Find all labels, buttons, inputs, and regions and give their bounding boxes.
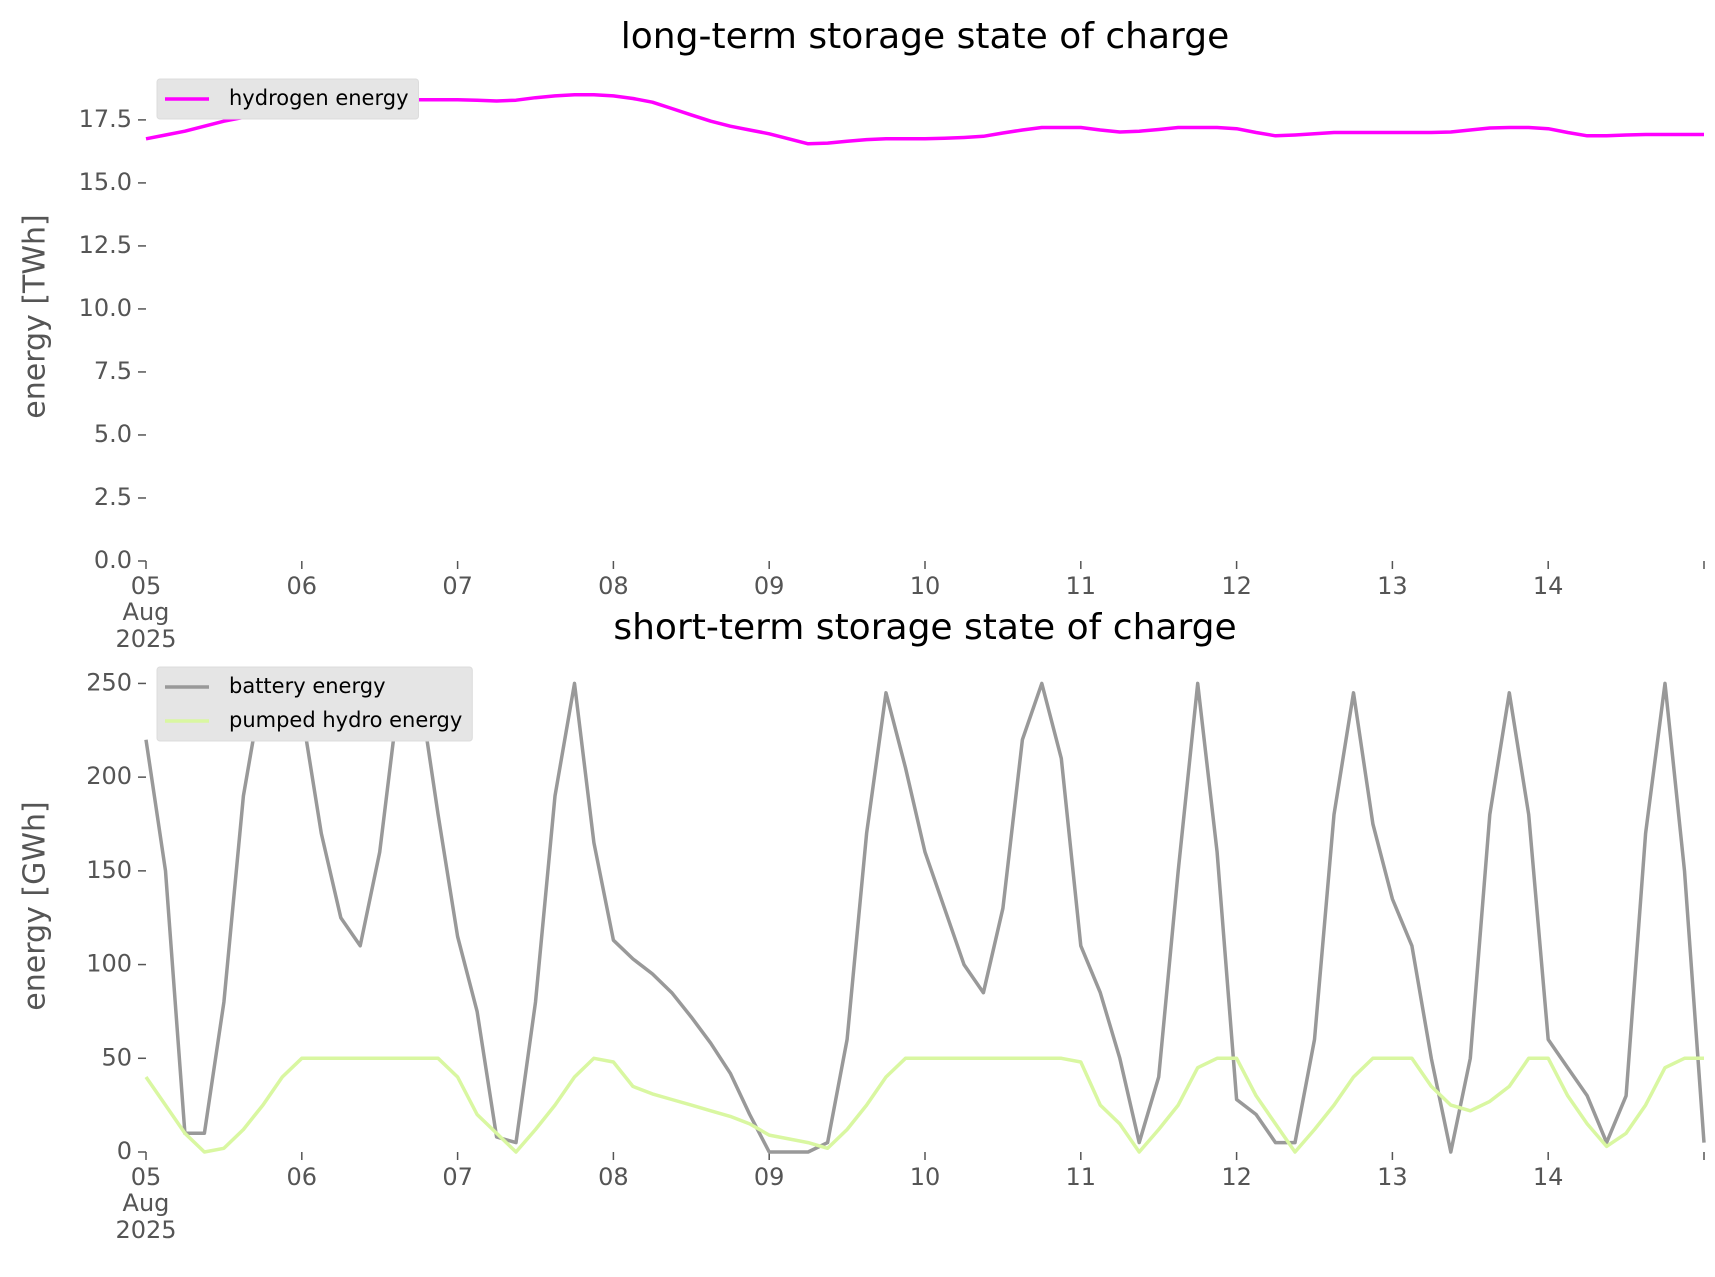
chart-title: short-term storage state of charge — [613, 607, 1236, 648]
legend-box — [156, 666, 473, 742]
x-tick-label: 13 — [1377, 1163, 1408, 1191]
legend-box — [156, 78, 419, 120]
x-tick-label: 09 — [753, 572, 785, 600]
x-tick-label: 11 — [1065, 1163, 1097, 1191]
y-tick-label: 5.0 — [94, 420, 132, 448]
x-tick-label: 11 — [1065, 572, 1097, 600]
x-tick-label: 05 Aug 2025 — [115, 1163, 177, 1244]
x-tick-label: 12 — [1221, 1163, 1252, 1191]
line-series — [144, 681, 1706, 1154]
y-tick-label: 250 — [86, 668, 132, 696]
y-tick-label: 200 — [86, 762, 132, 790]
line-series — [144, 1056, 1704, 1154]
y-tick-label: 15.0 — [79, 168, 132, 196]
x-tick-label: 06 — [286, 1163, 318, 1191]
y-tick-label: 50 — [101, 1043, 132, 1071]
legend-label: battery energy — [229, 674, 386, 698]
legend: hydrogen energy — [156, 78, 419, 120]
y-tick-label: 12.5 — [79, 231, 132, 259]
legend: battery energy pumped hydro energy — [156, 666, 473, 742]
chart-title: long-term storage state of charge — [621, 16, 1229, 57]
y-axis-label: energy [TWh] — [18, 214, 53, 418]
x-tick-label: 08 — [598, 1163, 629, 1191]
x-tick-label: 10 — [909, 572, 941, 600]
y-tick-label: 0 — [117, 1137, 132, 1165]
y-tick-label: 10.0 — [79, 294, 132, 322]
x-tick-label: 09 — [753, 1163, 785, 1191]
x-tick-label: 14 — [1532, 572, 1564, 600]
x-tick-label: 14 — [1532, 1163, 1564, 1191]
y-tick-label: 0.0 — [94, 546, 132, 574]
y-axis-label: energy [GWh] — [18, 801, 53, 1010]
x-tick-label: 05 Aug 2025 — [115, 572, 177, 653]
x-tick-label: 07 — [442, 1163, 473, 1191]
y-tick-label: 2.5 — [94, 483, 132, 511]
legend-label: pumped hydro energy — [229, 708, 462, 732]
y-tick-label: 17.5 — [79, 105, 132, 133]
x-tick-label: 10 — [909, 1163, 941, 1191]
y-tick-label: 100 — [86, 950, 132, 978]
x-tick-label: 06 — [286, 572, 318, 600]
x-tick-label: 08 — [598, 572, 629, 600]
x-tick-label: 07 — [442, 572, 473, 600]
y-tick-label: 150 — [86, 856, 132, 884]
x-tick-label: 13 — [1377, 572, 1408, 600]
y-tick-label: 7.5 — [94, 357, 132, 385]
legend-label: hydrogen energy — [229, 86, 409, 110]
x-tick-label: 12 — [1221, 572, 1252, 600]
